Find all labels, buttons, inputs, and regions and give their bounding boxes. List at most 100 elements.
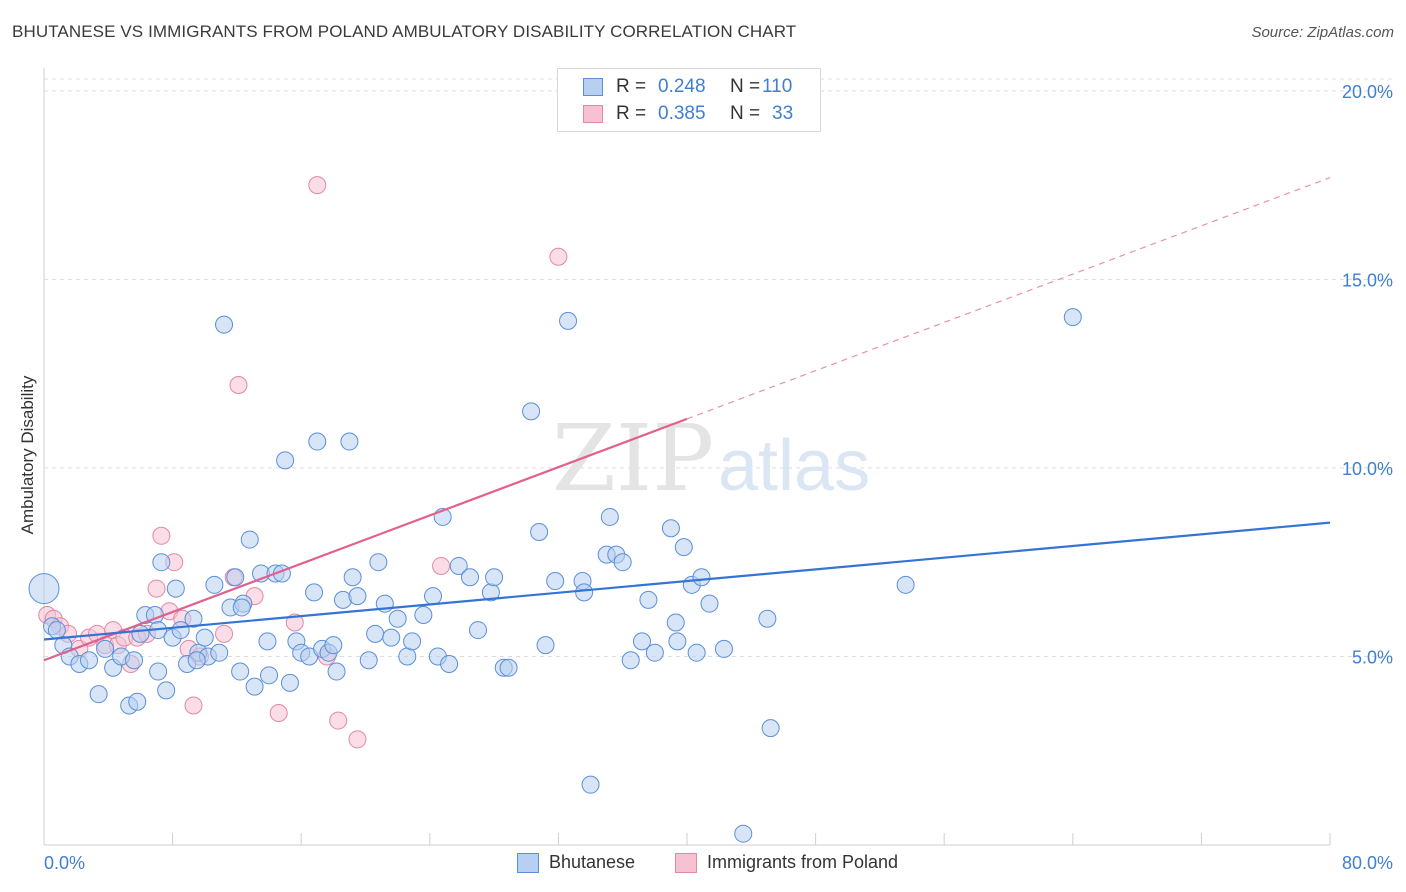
grid-lines [44,78,1392,657]
point-bhutanese [632,632,651,651]
point-bhutanese [324,636,343,655]
bottom-legend-bhutanese: Bhutanese [517,852,635,873]
point-immigrants-from-poland [329,711,348,730]
point-bhutanese [28,573,60,605]
legend-n-label: N = [730,76,761,97]
point-bhutanese [157,681,176,700]
chart-source: Source: ZipAtlas.com [1251,24,1394,41]
y-tick-label: 15.0% [1342,270,1393,290]
point-bhutanese [896,575,915,594]
point-bhutanese [359,651,378,670]
point-bhutanese [308,432,327,451]
point-bhutanese [1063,308,1082,327]
legend-swatch-pink [583,105,603,123]
point-bhutanese [575,583,594,602]
point-bhutanese [89,685,108,704]
legend-row-bhutanese: R = 0.248 N = 110 [583,75,792,99]
point-bhutanese [245,677,264,696]
point-immigrants-from-poland [308,176,327,195]
point-bhutanese [343,568,362,587]
point-bhutanese [80,651,99,670]
x-tick-label: 80.0% [1342,853,1393,873]
trend-lines [43,177,1331,662]
point-bhutanese [559,311,578,330]
point-bhutanese [258,632,277,651]
point-bhutanese [661,519,680,538]
legend-n-value: 33 [772,103,794,124]
point-immigrants-from-poland [184,696,203,715]
point-bhutanese [687,643,706,662]
point-bhutanese [403,632,422,651]
point-bhutanese [240,530,259,549]
point-bhutanese [734,824,753,843]
point-immigrants-from-poland [152,526,171,545]
point-bhutanese [96,639,115,658]
point-bhutanese [440,655,459,674]
point-bhutanese [232,598,251,617]
point-bhutanese [210,643,229,662]
point-bhutanese [536,636,555,655]
point-bhutanese [205,575,224,594]
y-tick-label: 5.0% [1352,647,1393,667]
bottom-legend-label: Bhutanese [549,852,636,872]
legend-r-value: 0.248 [658,76,706,97]
point-bhutanese [761,719,780,738]
point-bhutanese [187,651,206,670]
trend-line-poland-extension [686,177,1331,420]
correlation-legend: R = 0.248 N = 110 R = 0.385 N = 33 [557,68,821,132]
series-bhutanese-points [28,308,1082,843]
point-bhutanese [469,621,488,640]
point-bhutanese [388,609,407,628]
y-tick-label: 20.0% [1342,82,1393,102]
point-bhutanese [758,609,777,628]
point-bhutanese [215,315,234,334]
point-bhutanese [369,553,388,572]
point-bhutanese [499,658,518,677]
point-bhutanese [152,553,171,572]
point-bhutanese [714,639,733,658]
point-immigrants-from-poland [229,375,248,394]
point-bhutanese [47,621,66,640]
point-bhutanese [327,662,346,681]
point-bhutanese [305,583,324,602]
legend-r-label: R = [616,76,647,97]
legend-row-poland: R = 0.385 N = 33 [583,102,793,126]
point-bhutanese [485,568,504,587]
chart-title: BHUTANESE VS IMMIGRANTS FROM POLAND AMBU… [12,22,797,41]
point-bhutanese [128,692,147,711]
legend-n-label: N = [730,103,761,124]
legend-swatch-blue [583,78,603,96]
point-bhutanese [226,568,245,587]
point-bhutanese [600,507,619,526]
point-bhutanese [639,590,658,609]
point-bhutanese [692,568,711,587]
point-bhutanese [280,673,299,692]
legend-r-value: 0.385 [658,103,706,124]
point-bhutanese [231,662,250,681]
point-bhutanese [149,662,168,681]
point-bhutanese [195,628,214,647]
point-bhutanese [581,775,600,794]
point-bhutanese [184,609,203,628]
point-bhutanese [398,647,417,666]
x-tick-label: 0.0% [44,853,85,873]
legend-r-label: R = [616,103,647,124]
point-bhutanese [424,587,443,606]
point-bhutanese [546,572,565,591]
point-bhutanese [621,651,640,670]
bottom-legend-swatch-pink [675,852,697,873]
point-bhutanese [460,568,479,587]
point-bhutanese [260,666,279,685]
point-bhutanese [414,605,433,624]
point-bhutanese [382,628,401,647]
point-bhutanese [276,451,295,470]
point-bhutanese [613,553,632,572]
point-bhutanese [530,523,549,542]
point-immigrants-from-poland [285,613,304,632]
watermark: ZIP atlas [552,405,870,512]
bottom-legend-label: Immigrants from Poland [707,852,899,872]
point-immigrants-from-poland [147,579,166,598]
y-tick-label: 10.0% [1342,459,1393,479]
point-bhutanese [645,643,664,662]
